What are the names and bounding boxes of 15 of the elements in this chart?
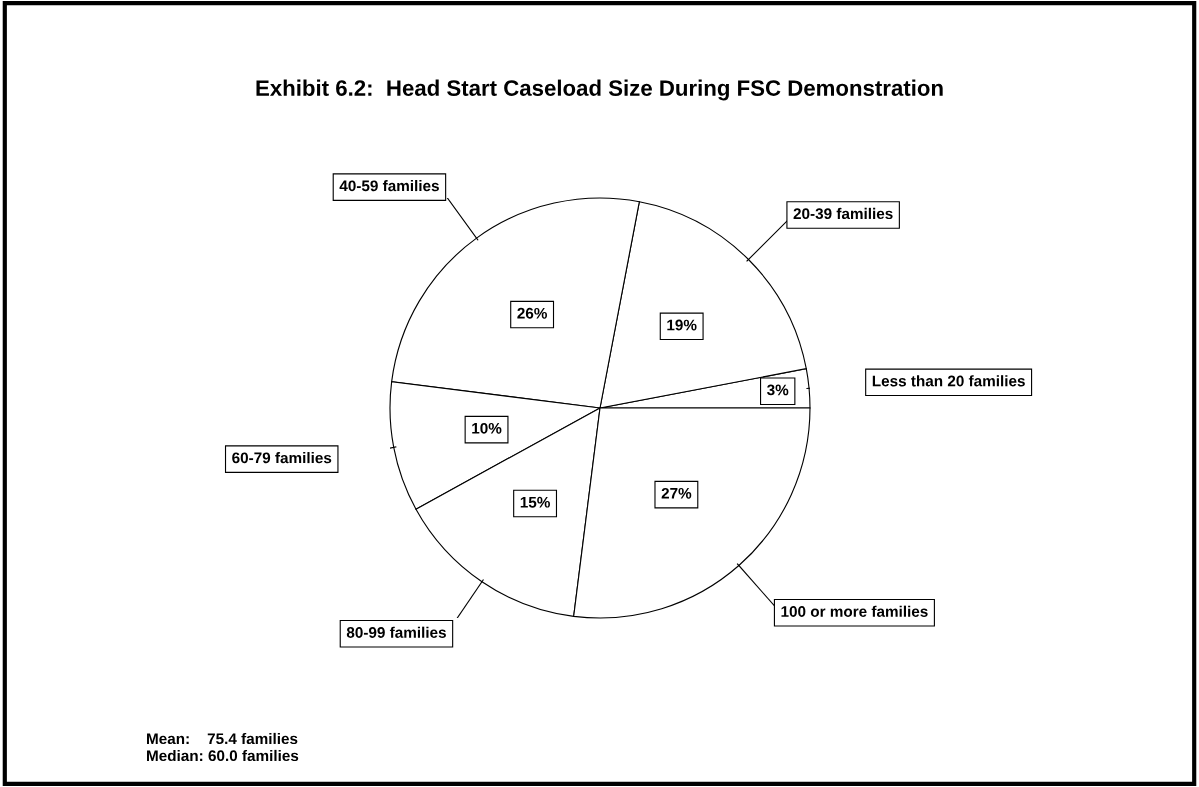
text: Median: 60.0 families (147, 749, 299, 762)
data-label: 3% (767, 384, 789, 396)
slice-label: 60-79 families (232, 452, 332, 464)
data-label: 27% (661, 487, 692, 499)
text: Mean: 75.4 families (147, 732, 298, 745)
slice-label: 100 or more families (781, 605, 928, 617)
slice-label: Less than 20 families (872, 375, 1025, 387)
slice-label: 80-99 families (346, 626, 446, 638)
slice-label: 40-59 families (339, 180, 439, 192)
slice-label: 20-39 families (793, 207, 893, 220)
data-label: 19% (667, 319, 697, 331)
data-label: 15% (520, 496, 550, 508)
data-label: 26% (517, 307, 547, 319)
chart-title: Exhibit 6.2: Head Start Caseload Size During FSC Demonstration (256, 79, 943, 101)
data-label: 10% (472, 422, 502, 434)
